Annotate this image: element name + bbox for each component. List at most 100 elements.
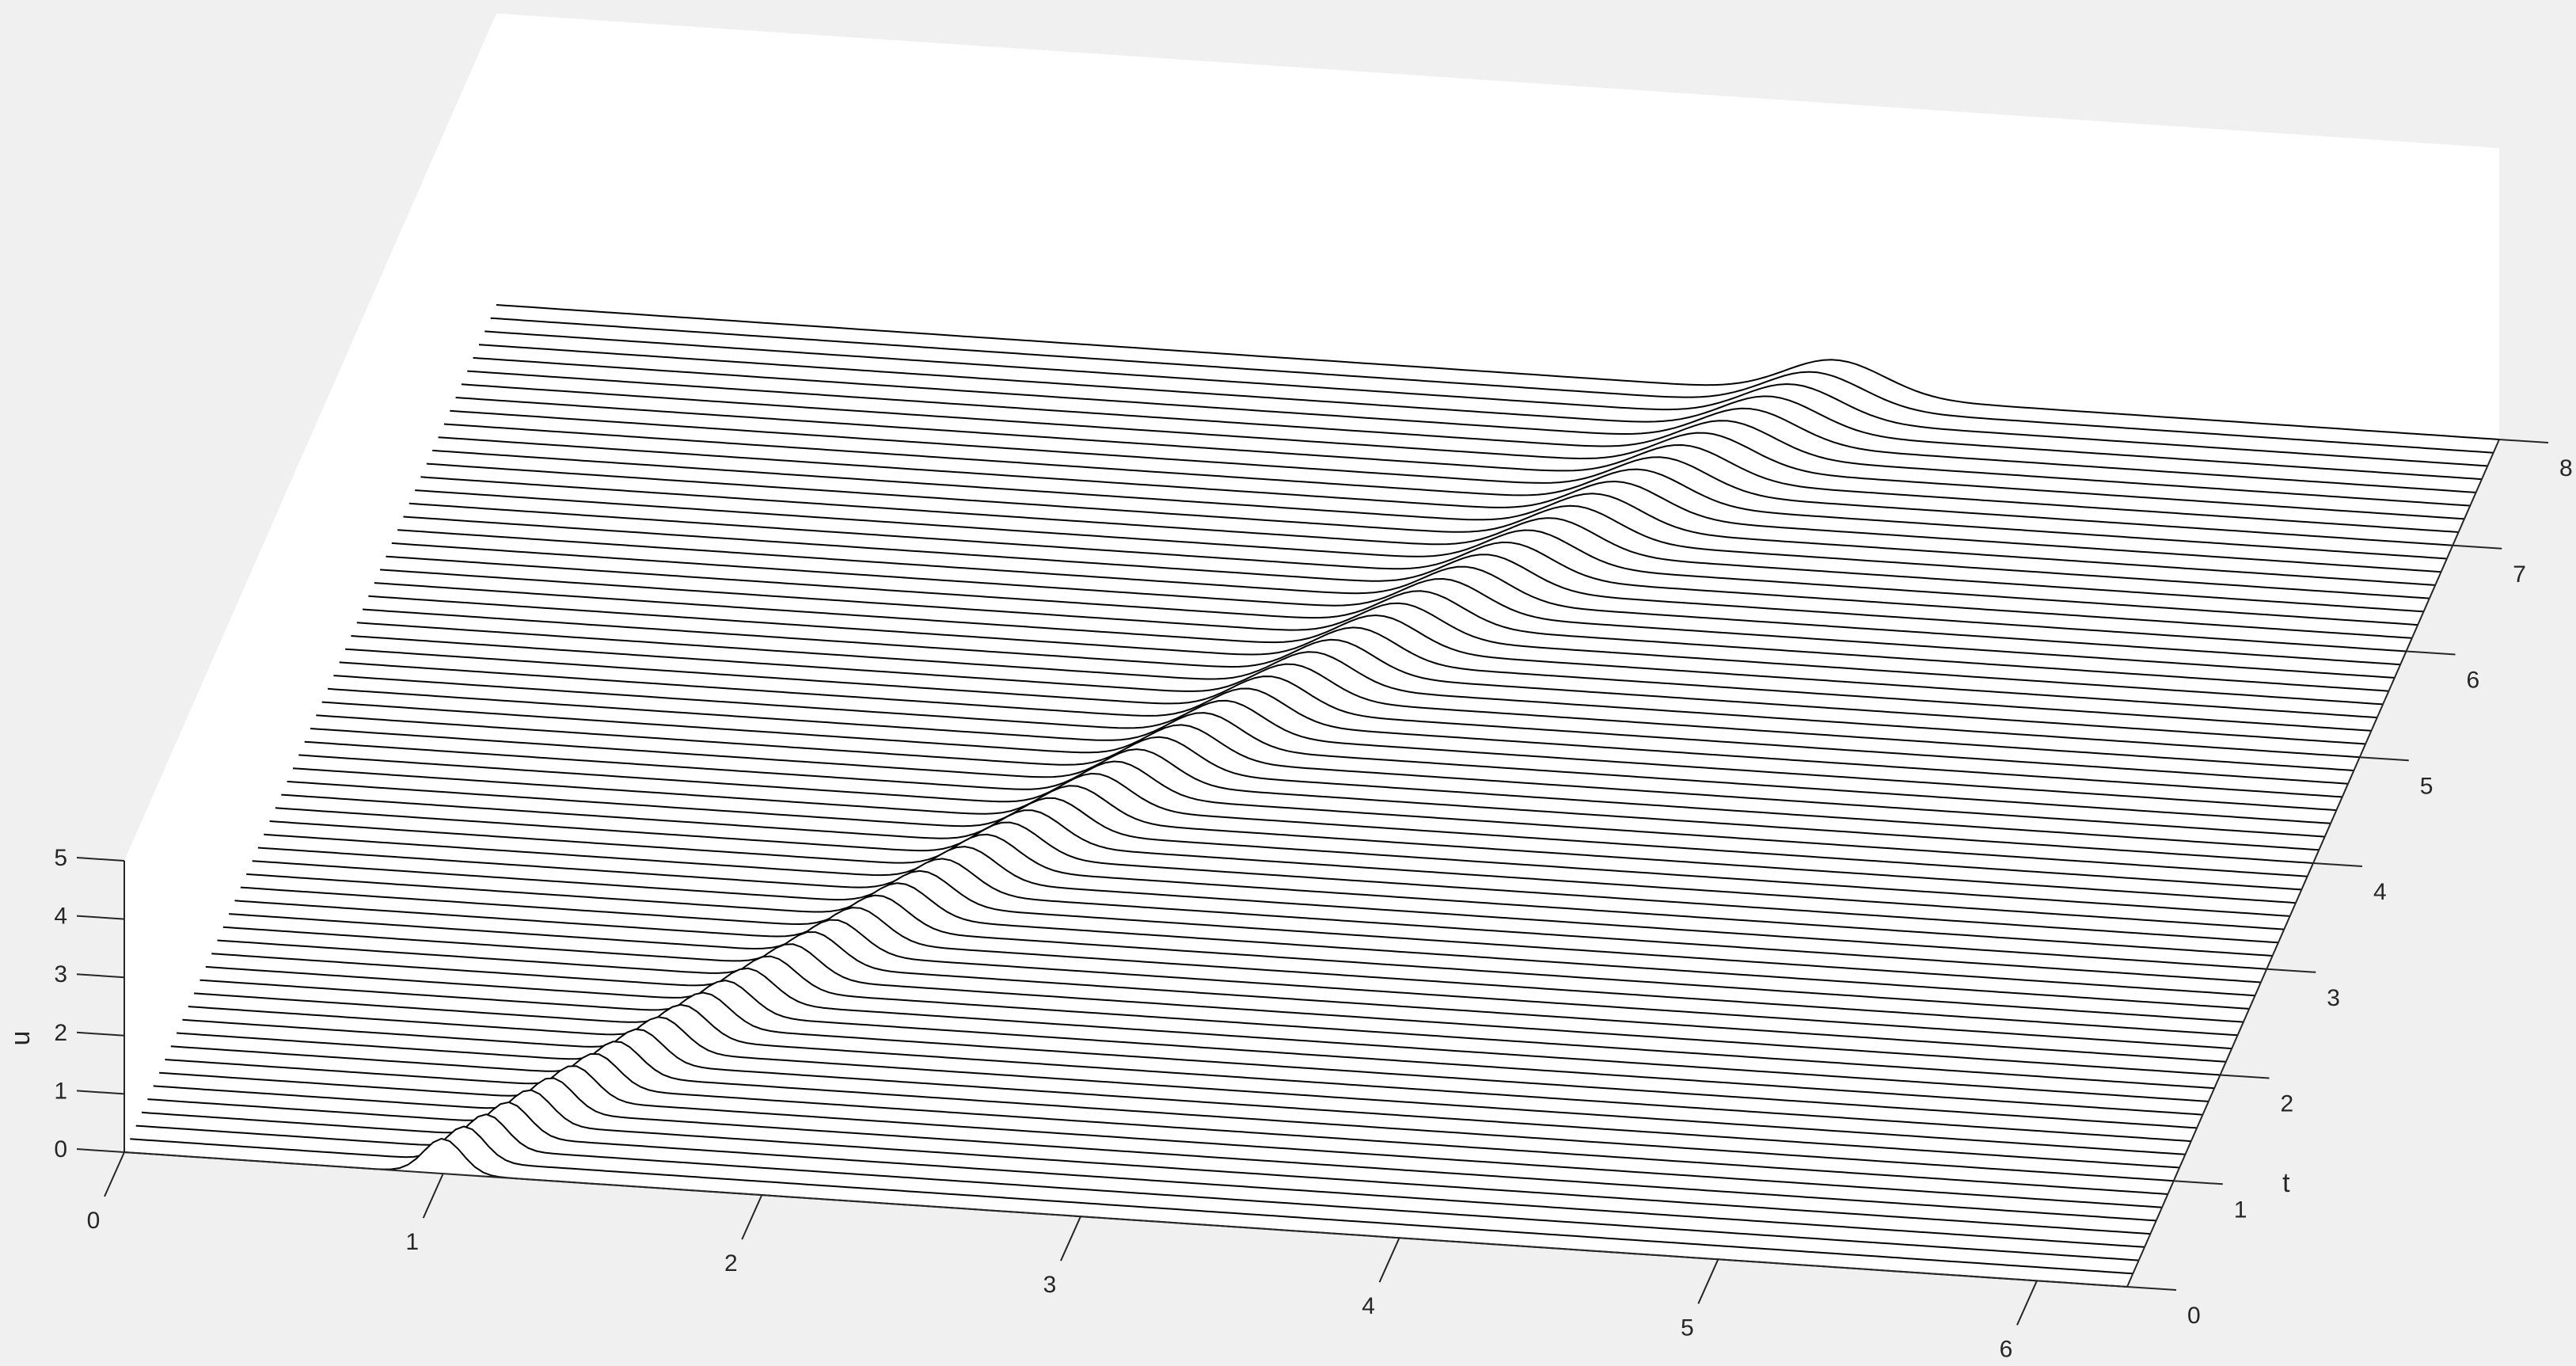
u-tick-label-0: 0 bbox=[54, 1136, 67, 1162]
waterfall-line-5 bbox=[153, 1077, 2156, 1222]
waterfall-line-14 bbox=[205, 965, 2209, 1102]
z-axis-label: u bbox=[6, 1031, 36, 1046]
waterfall-line-59 bbox=[467, 370, 2471, 507]
waterfall-line-6 bbox=[159, 1065, 2163, 1208]
t-tick-label-3: 3 bbox=[2327, 985, 2340, 1011]
t-tick-label-8: 8 bbox=[2559, 455, 2573, 481]
waterfall-line-50 bbox=[415, 489, 2418, 626]
waterfall-line-46 bbox=[391, 542, 2395, 679]
waterfall-line-45 bbox=[386, 555, 2389, 692]
waterfall-line-29 bbox=[292, 767, 2297, 904]
waterfall-line-38 bbox=[345, 648, 2349, 785]
waterfall-line-2 bbox=[135, 1113, 2139, 1261]
waterfall-line-23 bbox=[257, 847, 2261, 984]
x-tick-3 bbox=[1060, 1216, 1081, 1261]
x-tick-label-5: 5 bbox=[1681, 1315, 1694, 1341]
waterfall-line-47 bbox=[397, 529, 2401, 666]
u-tick-4 bbox=[76, 915, 125, 920]
x-tick-0 bbox=[104, 1151, 125, 1197]
waterfall-line-10 bbox=[182, 1016, 2186, 1155]
waterfall-line-51 bbox=[420, 476, 2424, 613]
x-tick-label-1: 1 bbox=[405, 1229, 419, 1255]
x-axis-line bbox=[123, 1151, 2128, 1288]
waterfall-line-37 bbox=[339, 661, 2342, 798]
waterfall-line-58 bbox=[461, 383, 2464, 520]
waterfall-curves bbox=[123, 304, 2500, 1288]
waterfall-line-27 bbox=[281, 793, 2285, 930]
waterfall-line-42 bbox=[368, 595, 2372, 732]
x-tick-label-4: 4 bbox=[1362, 1293, 1375, 1319]
waterfall-line-62 bbox=[484, 330, 2488, 467]
t-tick-8 bbox=[2498, 439, 2549, 443]
t-tick-0 bbox=[2126, 1286, 2177, 1291]
waterfall-line-7 bbox=[165, 1052, 2168, 1195]
u-tick-label-3: 3 bbox=[54, 961, 67, 987]
waterfall-line-52 bbox=[426, 462, 2430, 599]
waterfall-line-9 bbox=[177, 1028, 2180, 1169]
waterfall-line-32 bbox=[310, 728, 2314, 864]
x-tick-label-0: 0 bbox=[87, 1208, 101, 1234]
waterfall-fill-10 bbox=[182, 1017, 2186, 1155]
waterfall-line-34 bbox=[321, 701, 2325, 838]
t-tick-5 bbox=[2359, 756, 2409, 762]
waterfall-line-63 bbox=[490, 317, 2494, 454]
waterfall-line-28 bbox=[287, 780, 2290, 917]
waterfall-line-48 bbox=[403, 516, 2407, 653]
u-tick-label-5: 5 bbox=[54, 845, 67, 871]
waterfall-line-56 bbox=[450, 409, 2453, 546]
t-tick-label-7: 7 bbox=[2513, 561, 2526, 588]
t-tick-4 bbox=[2312, 862, 2363, 867]
t-tick-label-2: 2 bbox=[2281, 1091, 2294, 1117]
waterfall-line-49 bbox=[408, 502, 2412, 639]
waterfall-line-41 bbox=[363, 608, 2366, 745]
x-tick-4 bbox=[1378, 1237, 1400, 1283]
waterfall-line-36 bbox=[333, 675, 2337, 812]
t-tick-label-6: 6 bbox=[2467, 668, 2480, 694]
t-tick-label-0: 0 bbox=[2187, 1303, 2201, 1329]
u-tick-0 bbox=[76, 1148, 125, 1153]
waterfall-line-44 bbox=[380, 569, 2384, 706]
waterfall-line-12 bbox=[194, 991, 2198, 1129]
waterfall-line-19 bbox=[234, 900, 2238, 1037]
u-tick-2 bbox=[76, 1031, 125, 1037]
t-tick-1 bbox=[2173, 1180, 2223, 1185]
waterfall-line-20 bbox=[240, 886, 2244, 1023]
waterfall-line-64 bbox=[496, 304, 2500, 440]
x-tick-5 bbox=[1697, 1258, 1719, 1304]
waterfall-line-22 bbox=[252, 860, 2255, 997]
x-tick-2 bbox=[741, 1194, 763, 1240]
waterfall-line-16 bbox=[217, 939, 2221, 1076]
u-tick-label-1: 1 bbox=[54, 1078, 67, 1104]
x-tick-1 bbox=[422, 1173, 444, 1219]
t-tick-7 bbox=[2453, 544, 2502, 550]
waterfall-line-35 bbox=[327, 687, 2331, 824]
waterfall-line-11 bbox=[188, 1003, 2191, 1143]
t-tick-2 bbox=[2220, 1074, 2270, 1079]
waterfall-line-57 bbox=[455, 397, 2459, 533]
t-tick-label-5: 5 bbox=[2420, 773, 2434, 799]
waterfall-line-18 bbox=[229, 913, 2232, 1050]
x-tick-label-6: 6 bbox=[2000, 1336, 2013, 1362]
waterfall-line-33 bbox=[316, 714, 2320, 851]
t-tick-label-1: 1 bbox=[2234, 1197, 2247, 1223]
t-tick-6 bbox=[2406, 650, 2456, 656]
waterfall-line-53 bbox=[432, 449, 2436, 586]
waterfall-line-40 bbox=[356, 622, 2360, 759]
waterfall-line-60 bbox=[473, 356, 2476, 493]
x-tick-label-2: 2 bbox=[724, 1250, 738, 1277]
t-tick-label-4: 4 bbox=[2373, 879, 2387, 905]
x-tick-6 bbox=[2016, 1280, 2038, 1326]
x-tick-label-3: 3 bbox=[1043, 1272, 1057, 1298]
waterfall-line-17 bbox=[222, 926, 2226, 1063]
u-tick-label-2: 2 bbox=[54, 1020, 67, 1046]
waterfall-line-1 bbox=[130, 1125, 2133, 1275]
waterfall-line-30 bbox=[298, 754, 2302, 891]
t-tick-3 bbox=[2266, 968, 2316, 973]
u-tick-3 bbox=[76, 973, 125, 979]
waterfall-line-54 bbox=[438, 436, 2441, 573]
u-tick-5 bbox=[76, 857, 125, 862]
u-tick-label-4: 4 bbox=[54, 904, 67, 930]
waterfall-fill-9 bbox=[177, 1029, 2180, 1168]
waterfall-line-31 bbox=[304, 740, 2308, 877]
